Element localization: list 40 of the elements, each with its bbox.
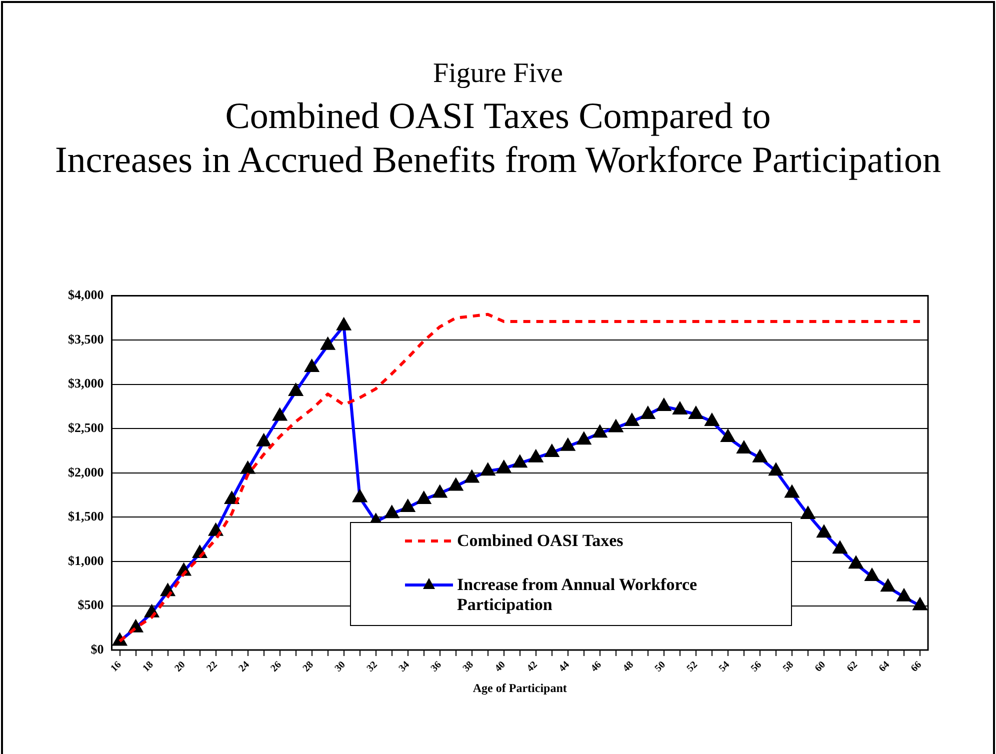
x-tick-label: 28: [300, 659, 316, 674]
x-tick-label: 42: [524, 659, 540, 674]
y-tick-label: $2,000: [68, 464, 104, 480]
y-tick-label: $4,000: [68, 287, 104, 302]
x-tick-label: 56: [749, 659, 764, 674]
x-tick-label: 16: [108, 659, 124, 674]
x-axis-title: Age of Participant: [472, 680, 567, 695]
y-tick-label: $1,500: [68, 508, 104, 524]
x-tick-label: 48: [621, 659, 636, 674]
x-tick-label: 38: [460, 659, 476, 674]
legend-label: Combined OASI Taxes: [457, 531, 624, 551]
x-tick-label: 54: [717, 659, 732, 674]
y-tick-label: $3,500: [68, 331, 104, 346]
y-tick-label: $2,500: [68, 420, 104, 435]
y-tick-label: $1,000: [68, 552, 104, 568]
x-tick-label: 24: [236, 659, 252, 674]
x-tick-label: 52: [685, 659, 700, 674]
x-tick-label: 50: [653, 659, 668, 674]
x-tick-label: 34: [396, 659, 412, 674]
x-tick-label: 18: [140, 659, 156, 674]
x-tick-label: 26: [268, 659, 284, 674]
chart-subtitle: Combined OASI Taxes Compared to Increases in Accrued Benefits from Workforce Participation: [54, 95, 942, 183]
x-tick-label: 62: [845, 659, 860, 674]
x-tick-label: 44: [556, 659, 572, 674]
x-tick-label: 46: [588, 659, 604, 674]
y-tick-label: $3,000: [68, 376, 104, 391]
x-tick-label: 20: [172, 659, 188, 674]
x-tick-label: 64: [877, 659, 892, 674]
x-tick-label: 30: [332, 659, 348, 674]
x-tick-label: 40: [492, 659, 508, 674]
x-tick-label: 60: [813, 659, 828, 674]
legend-label: Increase from Annual Workforce Participation: [457, 575, 698, 615]
x-tick-label: 58: [781, 659, 796, 674]
x-tick-label: 66: [909, 659, 924, 674]
x-tick-label: 32: [364, 659, 380, 674]
y-tick-label: $0: [90, 641, 104, 656]
x-tick-label: 36: [428, 659, 444, 674]
x-tick-label: 22: [204, 659, 220, 674]
chart-title: Figure Five: [432, 58, 564, 90]
y-tick-label: $500: [78, 597, 104, 612]
